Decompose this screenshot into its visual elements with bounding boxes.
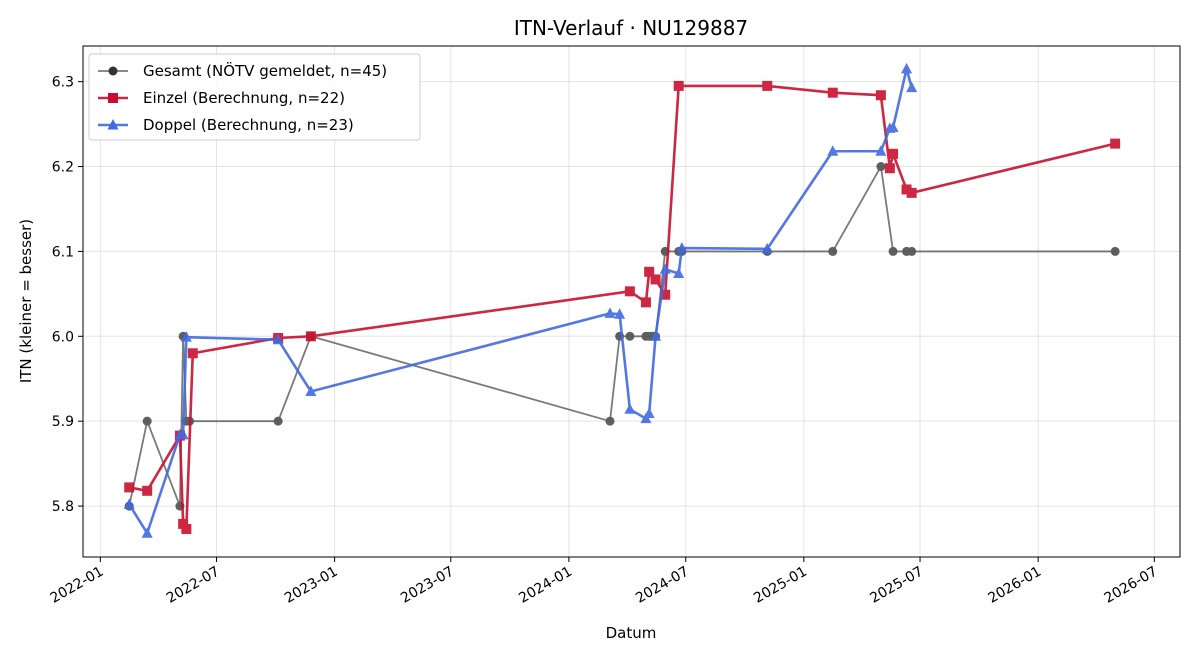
chart-title: ITN-Verlauf · NU129887 bbox=[514, 16, 748, 40]
data-point bbox=[901, 184, 912, 195]
data-point bbox=[884, 163, 895, 174]
legend-label: Einzel (Berechnung, n=22) bbox=[143, 89, 345, 107]
data-point bbox=[660, 289, 671, 300]
y-tick-label: 6.2 bbox=[52, 160, 74, 176]
x-axis-label: Datum bbox=[606, 624, 657, 642]
data-point bbox=[673, 267, 685, 278]
series-layer bbox=[123, 62, 1121, 538]
data-point bbox=[650, 330, 662, 341]
data-point bbox=[659, 263, 671, 274]
data-point bbox=[180, 331, 192, 342]
data-point bbox=[673, 80, 684, 91]
y-tick-label: 6.0 bbox=[52, 329, 74, 345]
data-point bbox=[875, 145, 887, 156]
data-point bbox=[123, 498, 135, 509]
data-point bbox=[604, 307, 616, 318]
data-point bbox=[907, 246, 917, 256]
data-point bbox=[605, 416, 615, 426]
data-point bbox=[650, 274, 661, 285]
data-point bbox=[827, 145, 839, 156]
data-point bbox=[887, 121, 899, 132]
data-point bbox=[888, 246, 898, 256]
y-tick-label: 6.3 bbox=[52, 75, 74, 91]
data-point bbox=[828, 246, 838, 256]
data-point bbox=[625, 331, 635, 341]
legend: Gesamt (NÖTV gemeldet, n=45) Einzel (Bere… bbox=[88, 53, 421, 141]
data-point bbox=[644, 266, 655, 277]
data-point bbox=[305, 331, 316, 342]
data-point bbox=[141, 527, 153, 538]
legend-label: Gesamt (NÖTV gemeldet, n=45) bbox=[143, 61, 387, 80]
legend-box bbox=[88, 53, 421, 141]
legend-label: Doppel (Berechnung, n=23) bbox=[143, 116, 354, 134]
y-axis-label: ITN (kleiner = besser) bbox=[17, 219, 35, 383]
data-point bbox=[643, 407, 655, 419]
y-tick-label: 6.1 bbox=[52, 244, 74, 260]
data-point bbox=[1110, 138, 1121, 149]
data-point bbox=[272, 333, 284, 345]
y-tick-label: 5.9 bbox=[52, 414, 74, 430]
data-point bbox=[624, 403, 636, 414]
y-axis: 5.8 5.9 6.0 6.1 6.2 6.3 bbox=[52, 75, 83, 515]
data-point bbox=[142, 485, 153, 496]
data-point bbox=[181, 523, 192, 534]
legend-marker bbox=[108, 66, 118, 76]
data-point bbox=[762, 80, 773, 91]
data-point bbox=[142, 416, 152, 426]
data-point bbox=[888, 148, 899, 159]
data-point bbox=[273, 416, 283, 426]
legend-marker bbox=[107, 119, 119, 130]
data-point bbox=[876, 162, 886, 172]
data-point bbox=[906, 187, 917, 198]
y-tick-label: 5.8 bbox=[52, 499, 74, 515]
data-point bbox=[676, 242, 688, 253]
data-point bbox=[1110, 246, 1120, 256]
data-point bbox=[178, 518, 189, 529]
data-point bbox=[640, 297, 651, 308]
data-point bbox=[124, 482, 135, 493]
data-point bbox=[827, 87, 838, 98]
series-triangle bbox=[123, 62, 918, 538]
data-point bbox=[305, 385, 317, 396]
data-point bbox=[901, 62, 913, 74]
data-point bbox=[761, 242, 773, 254]
data-point bbox=[187, 348, 198, 359]
data-point bbox=[906, 81, 918, 93]
data-point bbox=[875, 90, 886, 101]
legend-marker bbox=[108, 93, 118, 103]
data-point bbox=[177, 428, 189, 440]
data-point bbox=[624, 286, 635, 297]
data-point bbox=[614, 308, 626, 319]
plot-frame bbox=[82, 45, 1181, 558]
